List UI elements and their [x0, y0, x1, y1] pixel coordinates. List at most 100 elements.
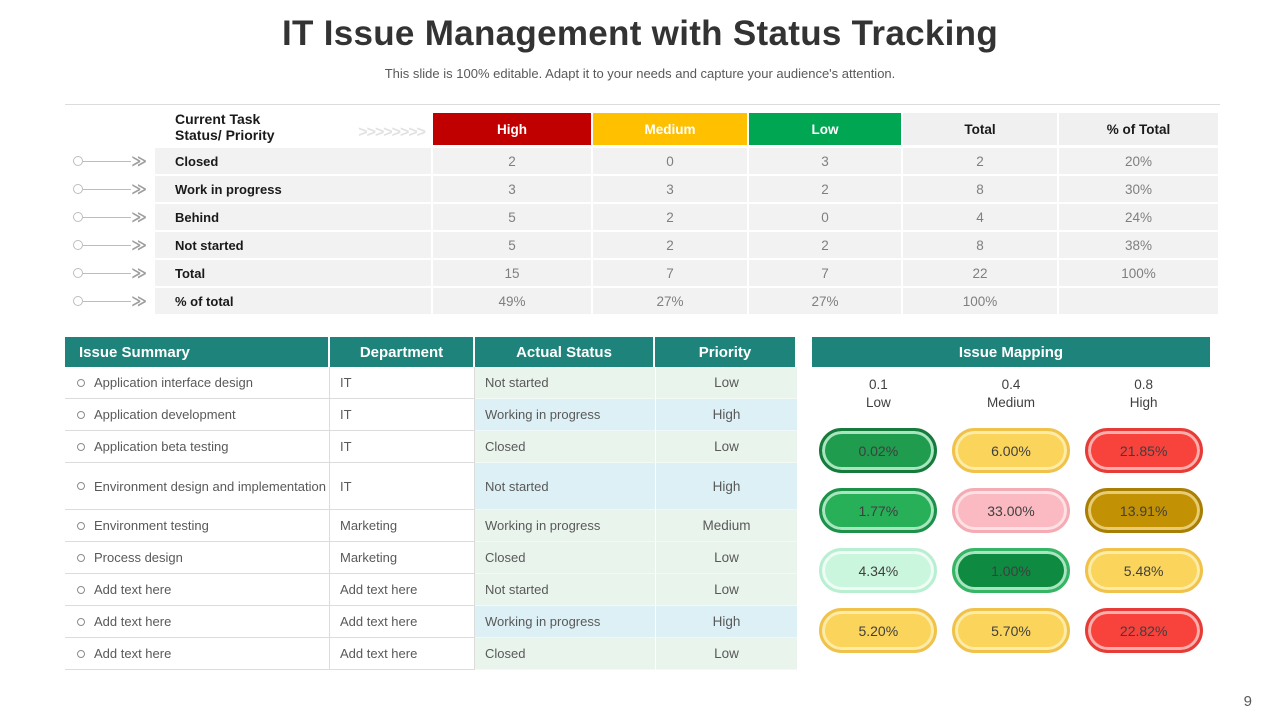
- row-marker-cell: [65, 204, 155, 232]
- mapping-label-low: 0.1 Low: [812, 376, 945, 412]
- circle-bullet-icon: [77, 521, 85, 530]
- table-row: % of total 49% 27% 27% 100%: [65, 288, 1220, 316]
- cell-department: Marketing: [330, 542, 475, 574]
- circle-bullet-icon: [77, 482, 85, 490]
- status-table-corner-cell: Current Task Status/ Priority >>>>>>>>: [65, 105, 433, 148]
- mapping-pill: 5.48%: [1084, 548, 1203, 593]
- issue-mapping-panel: Issue Mapping 0.1 Low 0.4 Medium 0.8 Hig…: [812, 337, 1210, 653]
- circle-line-chevron-icon: [73, 182, 147, 197]
- mapping-pill: 13.91%: [1084, 488, 1203, 533]
- summary-text: Environment design and implementation: [94, 478, 326, 494]
- cell-status: Working in progress: [475, 606, 655, 638]
- circle-bullet-icon: [77, 410, 85, 419]
- mapping-pill: 5.70%: [951, 608, 1070, 653]
- cell-status: Closed: [475, 638, 655, 670]
- mapping-grid: 0.02% 6.00% 21.85% 1.77% 33.00% 13.91% 4…: [812, 428, 1210, 653]
- column-header-pct-total: % of Total: [1059, 113, 1218, 145]
- row-label: Work in progress: [155, 176, 433, 204]
- cell-status: Working in progress: [475, 510, 655, 542]
- row-marker-cell: [65, 232, 155, 260]
- row-label: Closed: [155, 148, 433, 176]
- column-header-high: High: [433, 113, 591, 145]
- cell-department: IT: [330, 431, 475, 463]
- page-number: 9: [1243, 693, 1252, 710]
- mapping-label-value: 0.1: [868, 377, 888, 392]
- cell-total: 4: [903, 204, 1059, 232]
- circle-bullet-icon: [77, 378, 85, 387]
- summary-text: Environment testing: [94, 518, 209, 533]
- cell-medium: 0: [593, 148, 749, 176]
- cell-department: Add text here: [330, 638, 475, 670]
- cell-medium: 2: [593, 232, 749, 260]
- column-header-total: Total: [903, 113, 1057, 145]
- cell-summary: Add text here: [65, 574, 330, 606]
- corner-label: Current Task Status/ Priority: [65, 111, 275, 143]
- status-priority-table: Current Task Status/ Priority >>>>>>>> H…: [65, 104, 1220, 316]
- cell-department: Marketing: [330, 510, 475, 542]
- chevron-decoration-icon: >>>>>>>>: [358, 124, 426, 141]
- cell-pct: [1059, 288, 1220, 316]
- mapping-label-medium: 0.4 Medium: [945, 376, 1078, 412]
- cell-total: 2: [903, 148, 1059, 176]
- table-row: Environment design and implementation IT…: [65, 463, 797, 510]
- cell-summary: Application interface design: [65, 367, 330, 399]
- circle-bullet-icon: [77, 649, 85, 658]
- corner-label-line1: Current Task: [175, 110, 261, 127]
- circle-line-chevron-icon: [73, 238, 147, 253]
- mapping-label-value: 0.8: [1134, 377, 1154, 392]
- cell-low: 0: [749, 204, 903, 232]
- circle-line-chevron-icon: [73, 266, 147, 281]
- cell-summary: Application development: [65, 399, 330, 431]
- row-marker-cell: [65, 148, 155, 176]
- cell-high: 15: [433, 260, 593, 288]
- cell-priority: High: [655, 606, 797, 638]
- column-header-issue-summary: Issue Summary: [65, 337, 330, 367]
- cell-priority: Low: [655, 574, 797, 606]
- cell-summary: Add text here: [65, 606, 330, 638]
- summary-text: Application interface design: [94, 375, 253, 390]
- mapping-label-level: Low: [865, 395, 891, 410]
- mapping-pill: 1.77%: [819, 488, 938, 533]
- cell-summary: Add text here: [65, 638, 330, 670]
- table-row: Add text here Add text here Not started …: [65, 574, 797, 606]
- page-title: IT Issue Management with Status Tracking: [281, 14, 999, 53]
- cell-low: 3: [749, 148, 903, 176]
- mapping-label-value: 0.4: [1001, 377, 1021, 392]
- mapping-pill: 21.85%: [1084, 428, 1203, 473]
- table-row: Application development IT Working in pr…: [65, 399, 797, 431]
- cell-pct: 100%: [1059, 260, 1220, 288]
- issue-mapping-title: Issue Mapping: [812, 337, 1210, 367]
- cell-medium: 7: [593, 260, 749, 288]
- mapping-label-level: Medium: [986, 395, 1035, 410]
- table-row: Work in progress 3 3 2 8 30%: [65, 176, 1220, 204]
- mapping-pill: 4.34%: [819, 548, 938, 593]
- circle-line-chevron-icon: [73, 154, 147, 169]
- subtitle: This slide is 100% editable. Adapt it to…: [384, 66, 896, 81]
- cell-status: Working in progress: [475, 399, 655, 431]
- cell-pct: 38%: [1059, 232, 1220, 260]
- cell-pct: 30%: [1059, 176, 1220, 204]
- row-label: Behind: [155, 204, 433, 232]
- summary-text: Add text here: [94, 582, 172, 597]
- cell-status: Not started: [475, 574, 655, 606]
- cell-priority: Low: [655, 367, 797, 399]
- circle-bullet-icon: [77, 442, 85, 451]
- cell-total: 22: [903, 260, 1059, 288]
- cell-high: 5: [433, 204, 593, 232]
- cell-low: 2: [749, 176, 903, 204]
- row-label: Total: [155, 260, 433, 288]
- status-table-header-row: Current Task Status/ Priority >>>>>>>> H…: [65, 105, 1220, 148]
- cell-department: IT: [330, 367, 475, 399]
- mapping-label-high: 0.8 High: [1077, 376, 1210, 412]
- summary-text: Application beta testing: [94, 439, 229, 454]
- cell-status: Not started: [475, 367, 655, 399]
- cell-medium: 2: [593, 204, 749, 232]
- column-header-department: Department: [330, 337, 475, 367]
- issue-table-body: Application interface design IT Not star…: [65, 367, 797, 670]
- cell-high: 2: [433, 148, 593, 176]
- row-marker-cell: [65, 260, 155, 288]
- cell-status: Closed: [475, 431, 655, 463]
- cell-medium: 3: [593, 176, 749, 204]
- cell-summary: Environment design and implementation: [65, 463, 330, 510]
- mapping-pill: 6.00%: [951, 428, 1070, 473]
